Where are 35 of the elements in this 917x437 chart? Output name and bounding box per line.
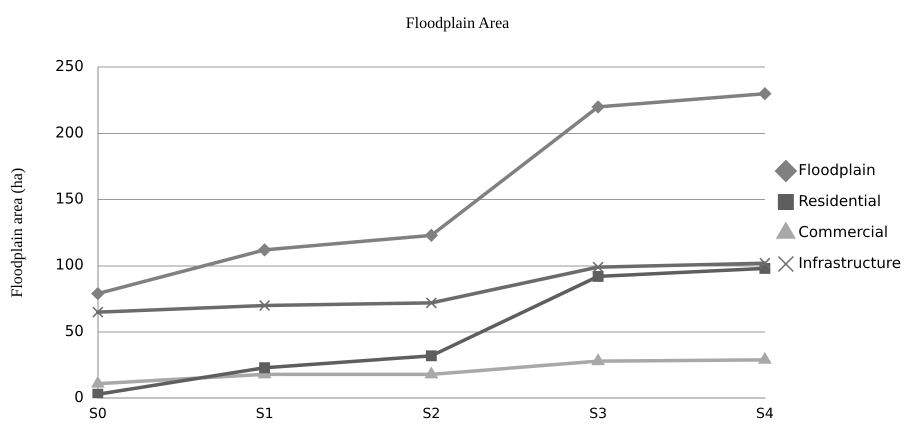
- point: [424, 366, 438, 378]
- point: [758, 352, 772, 364]
- y-tick-label: 250: [55, 57, 84, 76]
- y-tick-label: 50: [64, 322, 84, 340]
- chart-title: Floodplain Area: [406, 14, 510, 32]
- x-tick-label: S2: [422, 406, 440, 422]
- point: [759, 257, 771, 269]
- point: [91, 376, 104, 388]
- point: [92, 388, 104, 398]
- point: [258, 300, 270, 312]
- x-tick-label: S1: [256, 406, 274, 422]
- y-tick-label: 150: [55, 189, 84, 208]
- point: [91, 287, 104, 300]
- y-tick-label: 0: [74, 388, 84, 406]
- legend-label: Residential: [798, 192, 881, 210]
- point: [92, 306, 104, 318]
- legend-label: Commercial: [798, 222, 888, 241]
- point: [426, 297, 438, 309]
- y-axis-title: Floodplain area (ha): [8, 168, 26, 298]
- point: [592, 354, 605, 366]
- y-tick-label: 100: [55, 256, 84, 274]
- point: [426, 350, 437, 362]
- x-tick-label: S3: [589, 406, 607, 422]
- legend-label: Infrastructure: [798, 254, 902, 272]
- point: [259, 362, 270, 374]
- point: [758, 87, 772, 100]
- point: [592, 261, 604, 273]
- x-tick-label: S4: [756, 406, 774, 422]
- point: [424, 228, 438, 242]
- point: [258, 243, 272, 256]
- point: [592, 100, 605, 114]
- x-tick-label: S0: [88, 406, 107, 422]
- point: [592, 270, 604, 282]
- y-tick-label: 200: [55, 123, 84, 142]
- legend-label: Floodplain: [798, 160, 876, 179]
